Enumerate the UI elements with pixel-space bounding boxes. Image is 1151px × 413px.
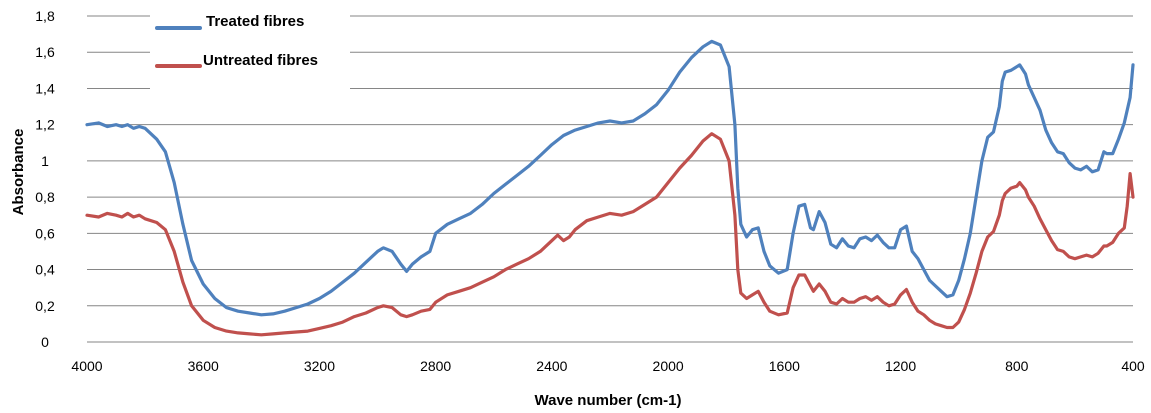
y-tick-label: 0: [41, 334, 49, 350]
y-tick-label: 1,6: [35, 44, 55, 60]
y-tick-labels: 0 0,2 0,4 0,6 0,8 1 1,2 1,4 1,6 1,8: [35, 8, 55, 350]
x-tick-label: 1600: [769, 358, 800, 374]
legend-label-treated: Treated fibres: [206, 13, 304, 30]
y-tick-label: 1: [41, 153, 49, 169]
legend-label-untreated: Untreated fibres: [203, 52, 318, 69]
y-tick-label: 0,8: [35, 189, 55, 205]
x-tick-labels: 4000 3600 3200 2800 2400 2000 1600 1200 800 400: [71, 358, 1144, 374]
x-tick-label: 1200: [885, 358, 916, 374]
y-tick-label: 1,8: [35, 8, 55, 24]
y-axis-title: Absorbance: [10, 129, 27, 216]
x-tick-label: 400: [1121, 358, 1145, 374]
series-line-1: [87, 134, 1133, 335]
x-tick-label: 3600: [188, 358, 219, 374]
x-tick-label: 4000: [71, 358, 102, 374]
x-tick-label: 2000: [653, 358, 684, 374]
y-tick-label: 0,6: [35, 225, 55, 241]
x-tick-label: 800: [1005, 358, 1029, 374]
y-tick-label: 1,2: [35, 117, 55, 133]
y-tick-label: 1,4: [35, 80, 55, 96]
x-tick-label: 3200: [304, 358, 335, 374]
x-tick-label: 2400: [536, 358, 567, 374]
y-tick-label: 0,2: [35, 298, 55, 314]
x-axis-title: Wave number (cm-1): [535, 392, 682, 409]
y-tick-label: 0,4: [35, 262, 55, 278]
x-tick-label: 2800: [420, 358, 451, 374]
